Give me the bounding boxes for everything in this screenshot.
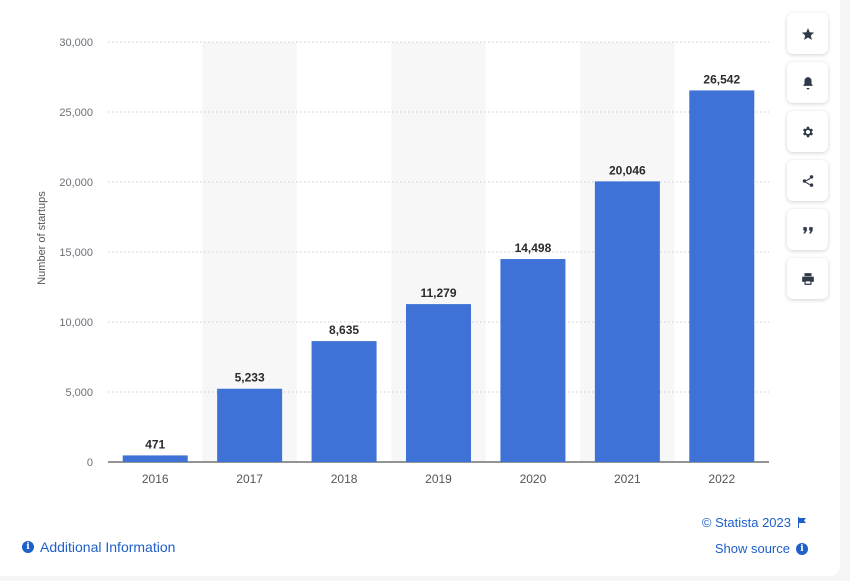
share-button[interactable] xyxy=(787,160,828,201)
additional-information-link[interactable]: i Additional Information xyxy=(22,539,175,555)
credit-text: © Statista 2023 xyxy=(701,515,791,530)
print-button[interactable] xyxy=(787,258,828,299)
y-axis-title: Number of startups xyxy=(36,191,48,285)
x-tick-label: 2020 xyxy=(520,472,547,486)
y-tick-label: 25,000 xyxy=(59,107,93,119)
data-label: 8,635 xyxy=(329,323,359,337)
bar[interactable] xyxy=(689,90,755,463)
notifications-button[interactable] xyxy=(787,62,828,103)
chart-toolbar xyxy=(787,13,828,307)
settings-button[interactable] xyxy=(787,111,828,152)
x-tick-label: 2021 xyxy=(614,472,641,486)
bar-chart: 0 5,000 10,000 15,000 20,000 25,000 30,000 471 2… xyxy=(59,37,769,486)
chart-card: 0 5,000 10,000 15,000 20,000 25,000 30,000 471 2… xyxy=(0,0,840,576)
y-tick-label: 20,000 xyxy=(59,177,93,189)
print-icon xyxy=(801,272,814,285)
flag-icon xyxy=(797,517,807,528)
bar[interactable] xyxy=(217,388,283,462)
quote-icon xyxy=(802,226,813,233)
info-icon: i xyxy=(22,541,34,553)
show-source-label: Show source xyxy=(714,541,790,556)
statista-credit[interactable]: © Statista 2023 xyxy=(702,515,807,530)
y-tick-label: 30,000 xyxy=(59,37,93,49)
x-tick-label: 2018 xyxy=(331,472,358,486)
x-tick-label: 2022 xyxy=(708,472,735,486)
data-label: 11,279 xyxy=(420,286,456,300)
favorite-button[interactable] xyxy=(787,13,828,54)
additional-information-label: Additional Information xyxy=(40,539,176,555)
bell-icon xyxy=(802,76,813,89)
show-source-link[interactable]: Show source i xyxy=(715,541,808,556)
y-tick-label: 5,000 xyxy=(65,387,93,399)
star-icon xyxy=(801,27,814,40)
info-icon: i xyxy=(796,542,808,555)
cite-button[interactable] xyxy=(787,209,828,250)
bar[interactable] xyxy=(500,259,566,462)
bar[interactable] xyxy=(122,455,188,462)
x-tick-label: 2019 xyxy=(425,472,452,486)
x-tick-label: 2017 xyxy=(236,472,263,486)
gear-icon xyxy=(802,126,813,137)
bar[interactable] xyxy=(406,304,471,462)
bar[interactable] xyxy=(594,181,660,462)
data-label: 20,046 xyxy=(609,163,646,177)
share-icon xyxy=(802,174,813,187)
y-tick-label: 15,000 xyxy=(59,247,93,259)
data-label: 14,498 xyxy=(515,241,552,255)
data-label: 5,233 xyxy=(235,371,265,385)
bar[interactable] xyxy=(311,341,377,462)
x-tick-label: 2016 xyxy=(142,472,169,486)
y-tick-label: 10,000 xyxy=(59,317,93,329)
data-label: 471 xyxy=(145,437,165,451)
y-tick-label: 0 xyxy=(87,457,93,469)
data-label: 26,542 xyxy=(703,72,740,86)
